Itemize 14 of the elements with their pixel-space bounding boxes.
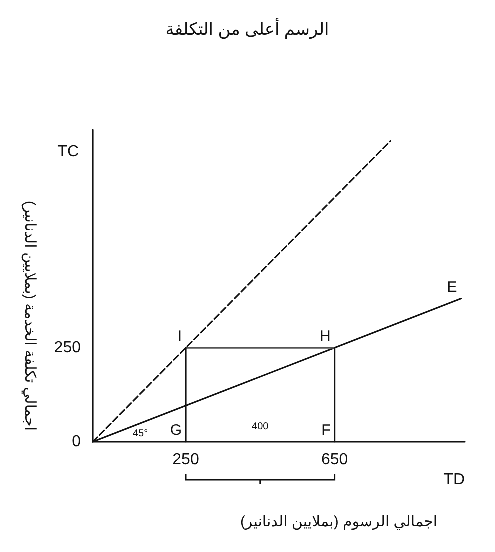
annotation: H [320, 328, 331, 346]
annotation: I [178, 328, 182, 346]
text: اجمالي تكلفة الخدمة (بملايين الدنانير) [22, 200, 38, 432]
x-axis-title: TD [444, 472, 465, 488]
text: اجمالي الرسوم (بملايين الدنانير) [240, 514, 438, 530]
y-tick-label: 0 [72, 434, 82, 450]
y-axis-title: TC [58, 144, 79, 160]
annotation: 400 [252, 422, 270, 432]
chart-title: الرسم أعلى من التكلفة [166, 18, 330, 40]
annotation: F [322, 422, 331, 439]
annotation: E [447, 278, 458, 296]
annotation: 45° [133, 428, 148, 440]
x-tick-label: 650 [321, 452, 348, 468]
annotation: G [170, 422, 182, 439]
